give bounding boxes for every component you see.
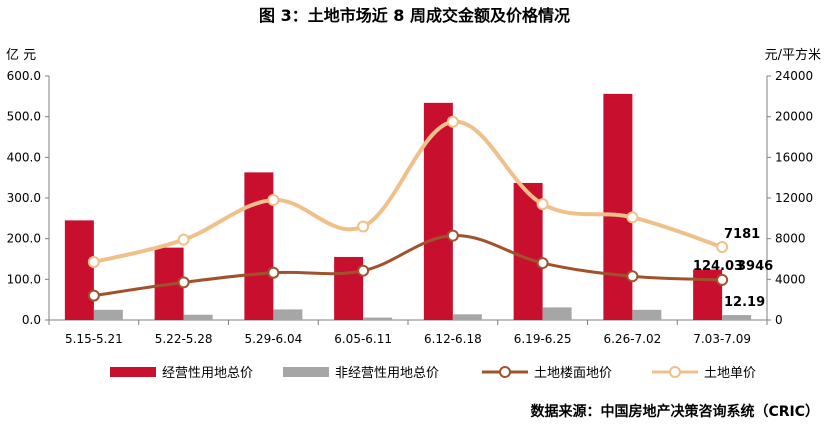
legend-label: 土地楼面地价 [534,366,612,381]
data-label: 3946 [737,259,773,274]
noncommercial-land-total-bar [273,309,303,320]
data-label: 12.19 [724,295,765,310]
legend-marker [669,366,681,378]
left-axis-tick-label: 200.0 [7,232,41,246]
left-axis-tick-label: 100.0 [7,272,41,286]
noncommercial-land-total-bar [632,309,662,320]
noncommercial-land-total-bar [183,314,213,320]
chart-title: 图 3：土地市场近 8 周成交金额及价格情况 [259,6,570,25]
floor-price-point [626,270,639,283]
legend-swatch [110,367,156,377]
x-axis-tick-label: 6.12-6.18 [424,332,482,346]
legend-label: 土地单价 [704,366,756,381]
right-axis-tick-label: 0 [775,313,783,327]
x-axis-tick-label: 6.26-7.02 [603,332,661,346]
x-axis-tick-label: 5.15-5.21 [65,332,123,346]
legend-label: 经营性用地总价 [162,366,253,381]
legend-label: 非经营性用地总价 [335,366,439,381]
right-axis-tick-label: 16000 [775,150,813,164]
land-unit-price-point [87,256,100,269]
left-axis-tick-label: 300.0 [7,191,41,205]
right-axis-tick-label: 4000 [775,272,806,286]
commercial-land-total-bar [244,172,274,320]
data-label: 7181 [724,227,760,242]
x-axis-tick-label: 7.03-7.09 [693,332,751,346]
right-axis-tick-label: 20000 [775,110,813,124]
left-axis-tick-label: 500.0 [7,110,41,124]
land-unit-price-line [91,119,725,265]
data-source: 数据来源：中国房地产决策咨询系统（CRIC） [530,404,819,420]
right-axis-tick-label: 12000 [775,191,813,205]
commercial-land-total-bar [603,93,633,320]
floor-price-line [92,234,724,298]
left-axis-tick-label: 600.0 [7,69,41,83]
floor-price-point [87,289,100,302]
floor-price-point [177,276,190,289]
noncommercial-land-total-bar [93,309,123,320]
commercial-land-total-bar [423,102,453,320]
floor-price-point [267,266,280,279]
floor-price-point [716,273,729,286]
land-unit-price-point [446,115,459,128]
commercial-land-total-bar [64,220,94,320]
noncommercial-land-total-bar [722,315,752,320]
land-unit-price-point [716,240,729,253]
x-axis-tick-label: 5.29-6.04 [244,332,302,346]
left-axis-unit: 亿 元 [6,48,37,63]
floor-price-point [446,229,459,242]
left-axis-tick-label: 0.0 [22,313,41,327]
right-axis-tick-label: 24000 [775,69,813,83]
x-axis-tick-label: 5.22-5.28 [155,332,213,346]
right-axis-unit: 元/平方米 [764,48,821,63]
land-unit-price-point [357,220,370,233]
land-unit-price-point [536,198,549,211]
x-axis-tick-label: 6.05-6.11 [334,332,392,346]
data-label: 124.03 [693,259,743,274]
noncommercial-land-total-bar [363,317,393,320]
land-unit-price-point [177,233,190,246]
floor-price-point [536,257,549,270]
land-unit-price-point [626,211,639,224]
legend-swatch [283,367,329,377]
left-axis-tick-label: 400.0 [7,150,41,164]
noncommercial-land-total-bar [452,314,482,320]
floor-price-point [357,264,370,277]
legend-marker [499,366,511,378]
right-axis-tick-label: 8000 [775,232,806,246]
commercial-land-total-bar [334,256,364,320]
noncommercial-land-total-bar [542,307,572,320]
x-axis-tick-label: 6.19-6.25 [514,332,572,346]
land-unit-price-point [267,194,280,207]
